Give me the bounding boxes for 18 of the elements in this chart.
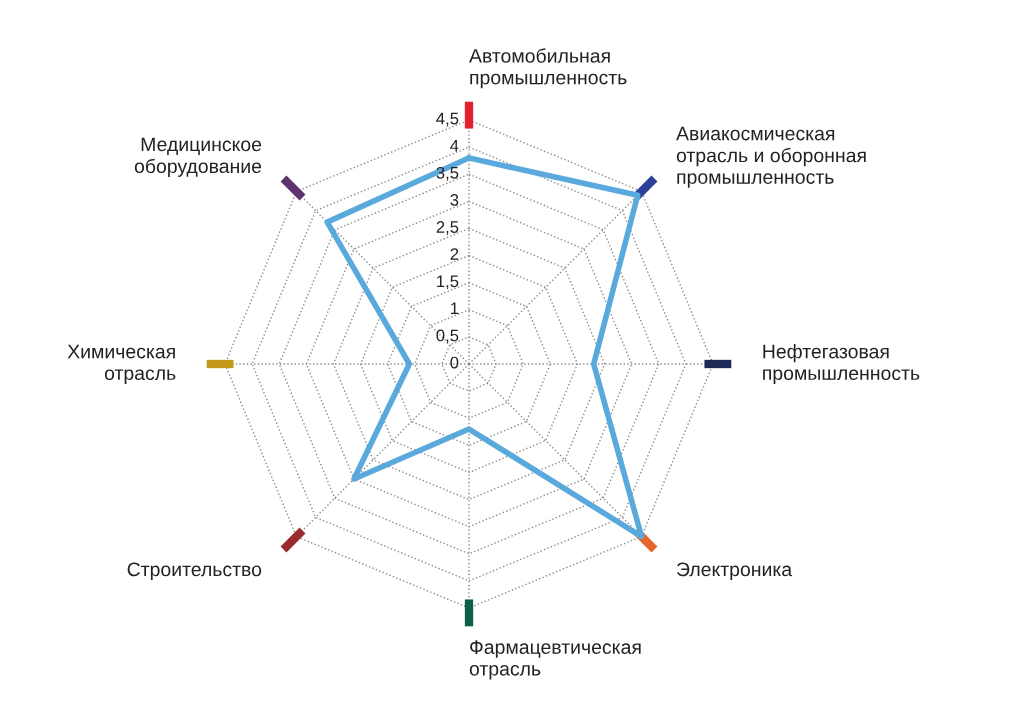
y-tick-label: 4,5 xyxy=(436,112,459,127)
y-tick-label: 2 xyxy=(450,248,459,260)
y-tick-label: 2,5 xyxy=(436,221,459,235)
spoke-label: Автомобильная промышленность xyxy=(469,48,627,89)
y-tick-label: 0 xyxy=(450,356,459,369)
spoke-label: Электроника xyxy=(677,562,793,581)
spoke-label: Нефтегазовая промышленность xyxy=(763,344,920,384)
y-tick-label: 3 xyxy=(450,194,459,206)
spoke-label: Строительство xyxy=(127,562,262,581)
spoke-label: Химическая отрасль xyxy=(67,344,176,384)
y-tick-label: 1,5 xyxy=(437,275,459,290)
y-tick-label: 0,5 xyxy=(436,329,459,344)
spoke-label: Фармацевтическая отрасль xyxy=(469,640,641,680)
y-tick-label: 1 xyxy=(451,302,459,315)
spoke-label: Авиакосмическая отрасль и оборонная промышленность xyxy=(676,126,866,188)
y-tick-label: 3,5 xyxy=(436,166,459,181)
y-tick-label: 4 xyxy=(450,139,459,152)
spoke-label: Медицинское оборудование xyxy=(134,137,262,177)
